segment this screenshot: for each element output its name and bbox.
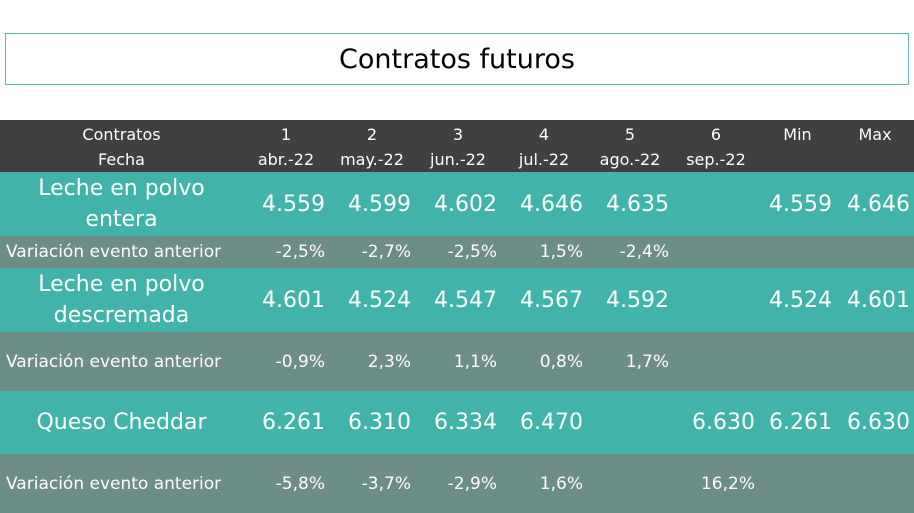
min-cell: [759, 236, 836, 268]
row-label-line: descremada: [53, 303, 190, 328]
value-cell: [587, 391, 673, 454]
header-col-2: 2 may.-22: [329, 120, 415, 172]
value-cell: 4.592: [587, 268, 673, 332]
value-cell: 4.547: [415, 268, 501, 332]
header-col-date: sep.-22: [686, 150, 746, 169]
min-cell: 4.559: [759, 172, 836, 236]
row-label-line: Leche en polvo: [38, 272, 205, 297]
min-cell: 6.261: [759, 391, 836, 454]
header-label-fecha: Fecha: [98, 150, 145, 169]
value-cell: -2,5%: [415, 236, 501, 268]
value-cell: 4.635: [587, 172, 673, 236]
value-cell: [587, 454, 673, 513]
header-col-5: 5 ago.-22: [587, 120, 673, 172]
value-cell: -3,7%: [329, 454, 415, 513]
value-cell: 6.261: [243, 391, 329, 454]
value-cell: 6.470: [501, 391, 587, 454]
table-row-leche-entera: Leche en polvo entera 4.559 4.599 4.602 4…: [0, 172, 914, 236]
value-cell: 16,2%: [673, 454, 759, 513]
value-cell: [673, 332, 759, 391]
header-label-contratos: Contratos: [82, 125, 161, 144]
value-cell: 4.559: [243, 172, 329, 236]
max-cell: 4.646: [836, 172, 914, 236]
table-row-leche-descremada: Leche en polvo descremada 4.601 4.524 4.5…: [0, 268, 914, 332]
value-cell: -2,7%: [329, 236, 415, 268]
value-cell: 2,3%: [329, 332, 415, 391]
value-cell: [673, 268, 759, 332]
header-col-3: 3 jun.-22: [415, 120, 501, 172]
value-cell: 4.602: [415, 172, 501, 236]
value-cell: 6.310: [329, 391, 415, 454]
header-col-number: 3: [452, 125, 464, 144]
header-col-number: 5: [624, 125, 636, 144]
value-cell: 4.567: [501, 268, 587, 332]
value-cell: 0,8%: [501, 332, 587, 391]
min-cell: 4.524: [759, 268, 836, 332]
value-cell: 4.646: [501, 172, 587, 236]
header-col-4: 4 jul.-22: [501, 120, 587, 172]
header-col-number: 6: [710, 125, 722, 144]
header-col-1: 1 abr.-22: [243, 120, 329, 172]
header-label-cell: Contratos Fecha: [0, 120, 243, 172]
header-col-date: ago.-22: [599, 150, 661, 169]
max-cell: [836, 236, 914, 268]
table-row-variacion: Variación evento anterior -0,9% 2,3% 1,1…: [0, 332, 914, 391]
value-cell: 1,6%: [501, 454, 587, 513]
value-cell: -2,5%: [243, 236, 329, 268]
table-row-variacion: Variación evento anterior -2,5% -2,7% -2…: [0, 236, 914, 268]
row-label: Variación evento anterior: [0, 236, 243, 268]
value-cell: 6.334: [415, 391, 501, 454]
row-label: Queso Cheddar: [0, 391, 243, 454]
value-cell: 1,5%: [501, 236, 587, 268]
max-cell: [836, 454, 914, 513]
row-label: Variación evento anterior: [0, 454, 243, 513]
value-cell: 1,1%: [415, 332, 501, 391]
max-cell: 4.601: [836, 268, 914, 332]
value-cell: 1,7%: [587, 332, 673, 391]
value-cell: [673, 172, 759, 236]
header-row: Contratos Fecha 1 abr.-22 2 may.-22 3 jun.-…: [0, 120, 914, 172]
header-col-number: 1: [280, 125, 292, 144]
value-cell: 4.599: [329, 172, 415, 236]
page-title: Contratos futuros: [5, 33, 909, 85]
row-label: Variación evento anterior: [0, 332, 243, 391]
value-cell: -0,9%: [243, 332, 329, 391]
min-cell: [759, 332, 836, 391]
header-col-date: jun.-22: [430, 150, 486, 169]
header-min: Min: [759, 120, 836, 172]
value-cell: 4.524: [329, 268, 415, 332]
value-cell: -2,4%: [587, 236, 673, 268]
header-col-number: 2: [366, 125, 378, 144]
header-col-date: jul.-22: [518, 150, 570, 169]
header-col-6: 6 sep.-22: [673, 120, 759, 172]
value-cell: [673, 236, 759, 268]
futures-table: Contratos Fecha 1 abr.-22 2 may.-22 3 jun.-…: [0, 120, 914, 513]
header-col-date: may.-22: [340, 150, 404, 169]
header-col-number: 4: [538, 125, 550, 144]
max-cell: [836, 332, 914, 391]
header-max: Max: [836, 120, 914, 172]
row-label-line: entera: [85, 207, 158, 232]
value-cell: -5,8%: [243, 454, 329, 513]
value-cell: 4.601: [243, 268, 329, 332]
min-cell: [759, 454, 836, 513]
row-label: Leche en polvo descremada: [0, 268, 243, 332]
value-cell: -2,9%: [415, 454, 501, 513]
row-label-line: Queso Cheddar: [36, 410, 207, 435]
row-label: Leche en polvo entera: [0, 172, 243, 236]
value-cell: 6.630: [673, 391, 759, 454]
table-row-variacion: Variación evento anterior -5,8% -3,7% -2…: [0, 454, 914, 513]
table-row-queso-cheddar: Queso Cheddar 6.261 6.310 6.334 6.470 6.…: [0, 391, 914, 454]
max-cell: 6.630: [836, 391, 914, 454]
row-label-line: Leche en polvo: [38, 176, 205, 201]
header-col-date: abr.-22: [257, 150, 315, 169]
